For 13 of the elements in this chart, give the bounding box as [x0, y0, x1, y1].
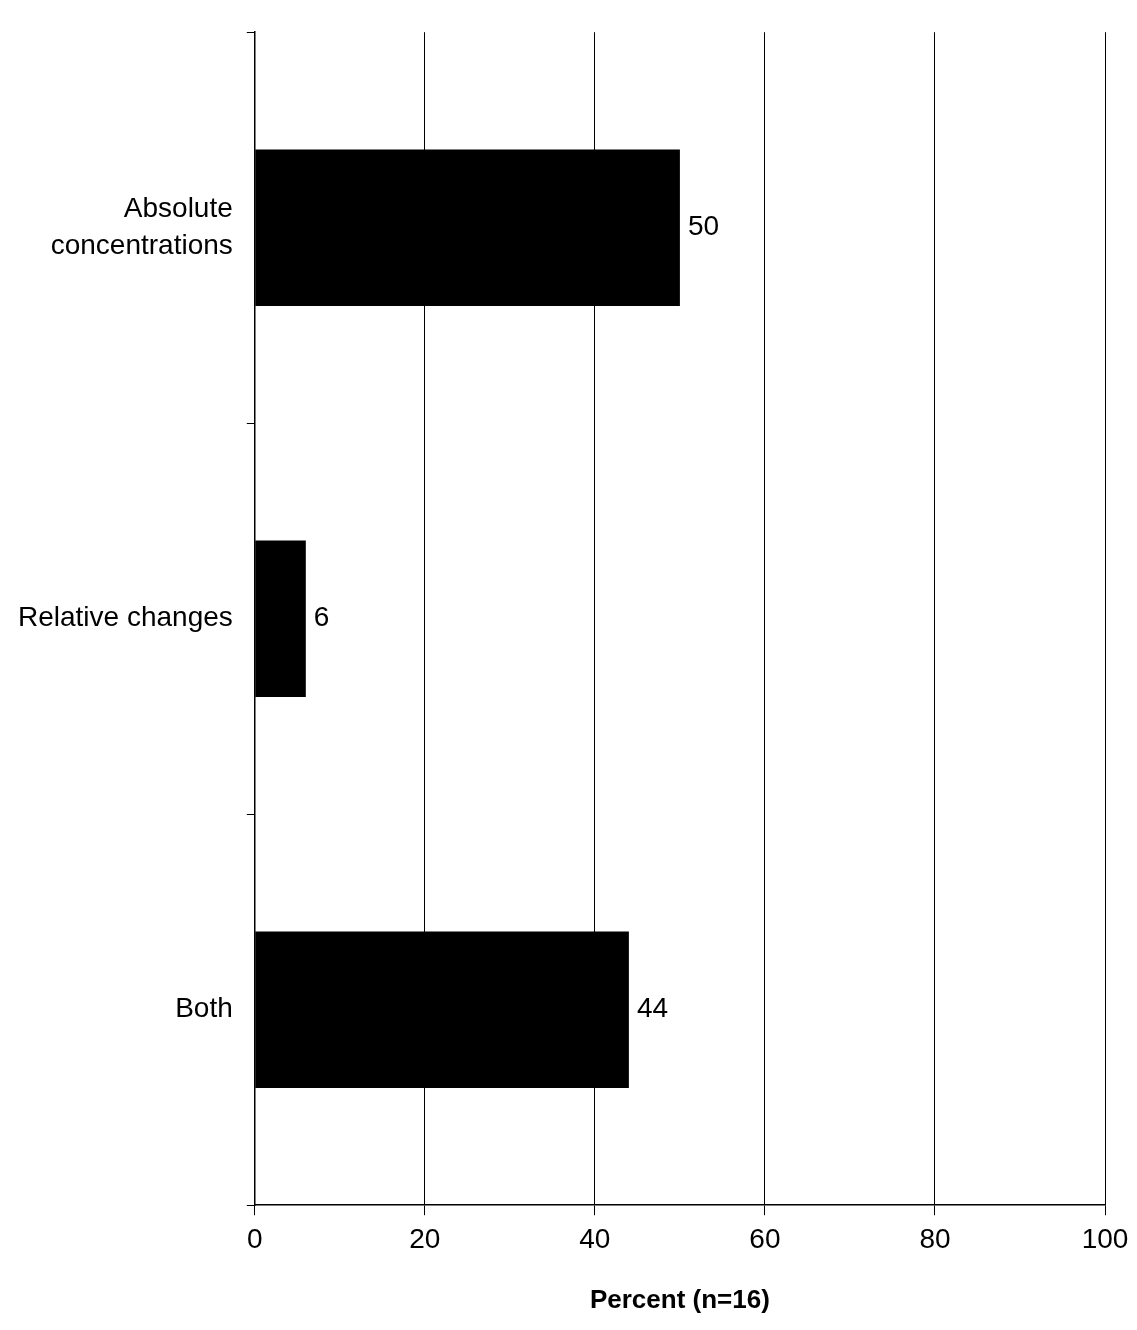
x-tick-label: 0 — [247, 1222, 263, 1254]
y-tick-label: Absolute concentrations — [50, 192, 233, 260]
x-tick-label: 80 — [919, 1222, 951, 1254]
x-tick-label: 60 — [749, 1222, 781, 1254]
data-label: 44 — [636, 992, 669, 1024]
y-tick-label: Both — [175, 992, 233, 1024]
x-axis-title: Percent (n=16) — [589, 1283, 770, 1314]
data-label: 50 — [687, 210, 720, 242]
y-tick-label: Relative changes — [17, 601, 233, 633]
data-label: 6 — [313, 601, 330, 633]
x-tick-label: 20 — [409, 1222, 441, 1254]
x-tick-label: 100 — [1081, 1222, 1129, 1254]
x-tick-label: 40 — [579, 1222, 611, 1254]
